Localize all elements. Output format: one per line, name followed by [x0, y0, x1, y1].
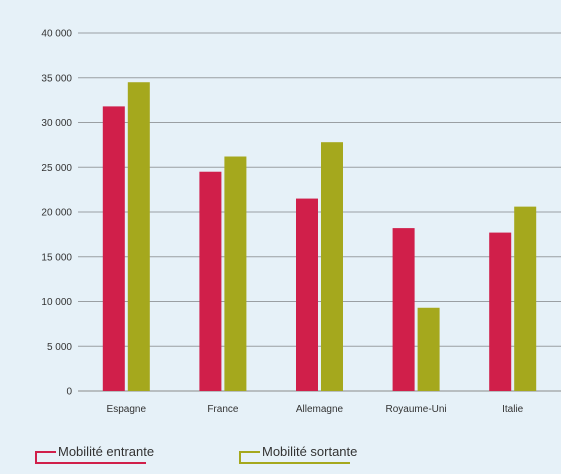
x-category-label: France [207, 404, 239, 415]
gridlines [78, 32, 561, 392]
x-category-label: Allemagne [296, 404, 344, 415]
bar-entrante-1 [102, 106, 125, 391]
y-tick-label: 5 000 [47, 342, 72, 353]
bar-sortante-3 [321, 142, 343, 391]
y-tick-label: 35 000 [41, 73, 72, 84]
legend-swatch [239, 451, 350, 464]
bar-entrante-2 [199, 171, 222, 391]
bar-sortante-1 [127, 82, 150, 391]
legend-label: Mobilité entrante [58, 444, 154, 459]
y-tick-label: 40 000 [41, 29, 72, 40]
legend: Mobilité entrante Mobilité sortante [35, 444, 357, 464]
x-category-label: Royaume-Uni [386, 404, 447, 415]
bar-entrante-5 [489, 232, 512, 391]
y-tick-label: 30 000 [41, 118, 72, 129]
y-tick-label: 10 000 [41, 297, 72, 308]
bar-sortante-5 [514, 206, 537, 391]
x-category-label: Italie [502, 404, 524, 415]
y-tick-label: 0 [66, 387, 72, 398]
x-category-label: Espagne [107, 404, 147, 415]
bar-sortante-2 [224, 156, 247, 391]
y-tick-label: 15 000 [41, 252, 72, 263]
bar-entrante-4 [392, 228, 415, 391]
bars [102, 82, 537, 391]
bar-entrante-3 [296, 198, 318, 391]
legend-label: Mobilité sortante [262, 444, 357, 459]
bar-sortante-4 [417, 307, 440, 391]
y-axis-tick-labels: 0 5 000 10 000 15 000 20 000 25 000 30 000 35 0… [41, 29, 72, 398]
legend-swatch [35, 451, 146, 464]
x-axis-category-labels: Espagne France Allemagne Royaume-Uni Italie [107, 404, 524, 415]
y-tick-label: 20 000 [41, 208, 72, 219]
y-tick-label: 25 000 [41, 163, 72, 174]
